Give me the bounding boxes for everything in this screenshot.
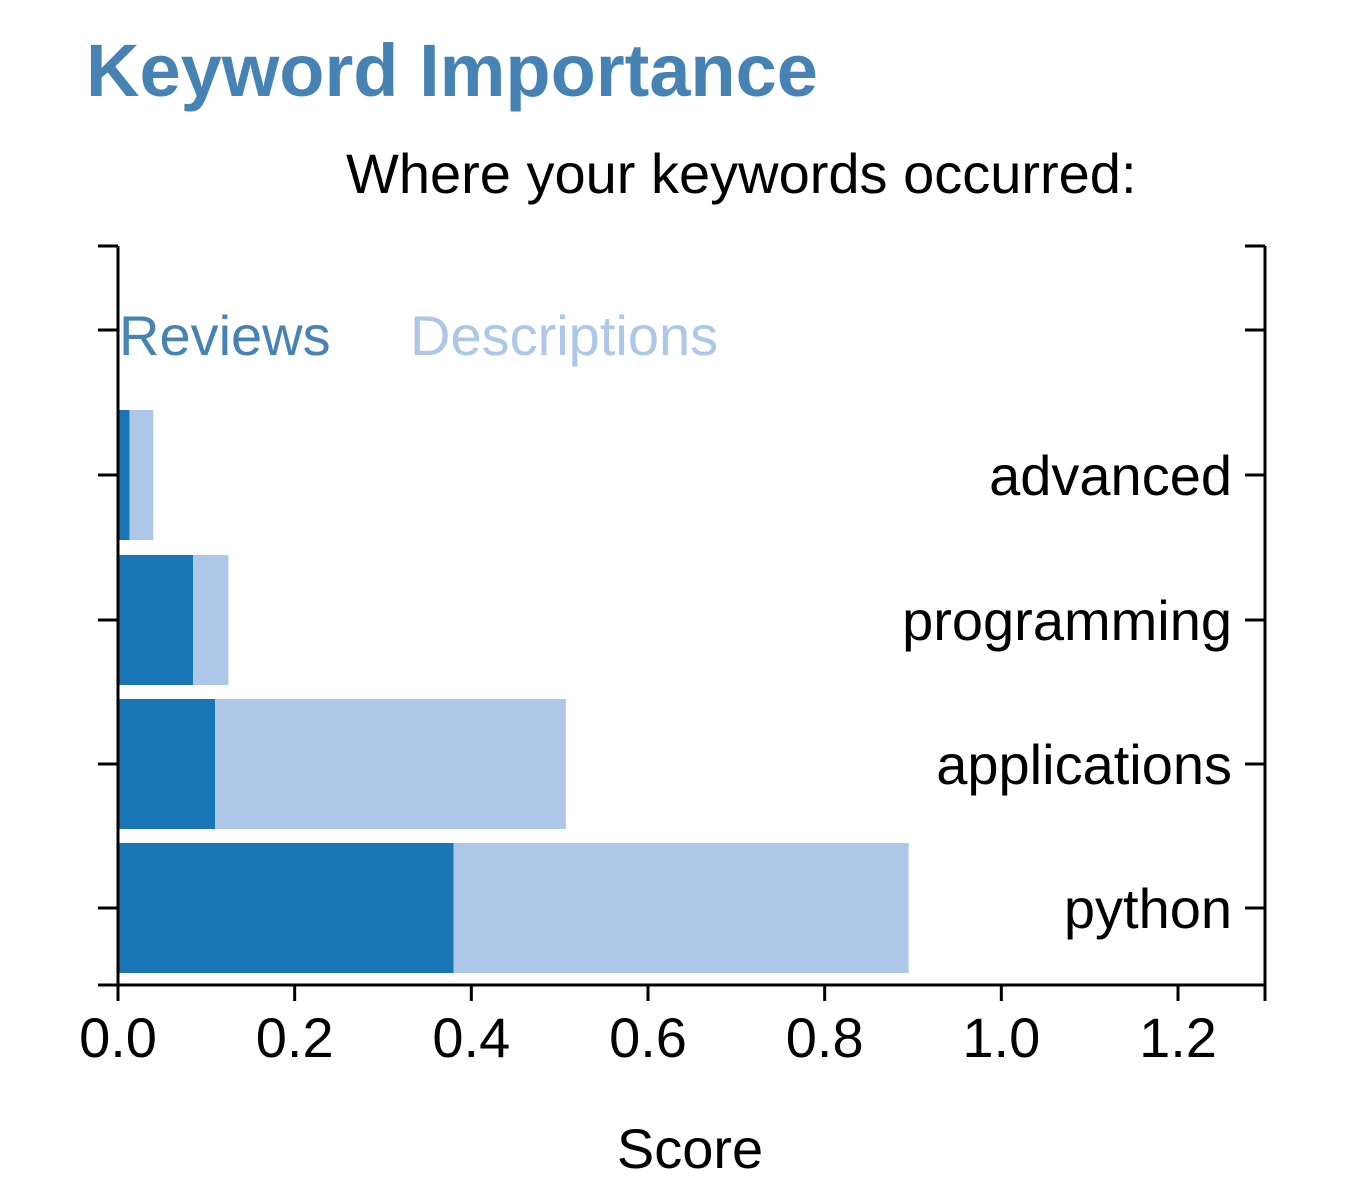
bar-programming-reviews bbox=[118, 555, 194, 685]
x-tick-label: 1.0 bbox=[962, 1006, 1040, 1069]
legend-entry-descriptions: Descriptions bbox=[410, 304, 718, 367]
x-tick-label: 0.6 bbox=[609, 1006, 687, 1069]
x-tick-label: 0.4 bbox=[432, 1006, 510, 1069]
y-tick-label-programming: programming bbox=[902, 589, 1232, 652]
x-tick-label: 0.0 bbox=[79, 1006, 157, 1069]
bar-advanced-reviews bbox=[118, 410, 130, 540]
x-tick-label: 0.2 bbox=[256, 1006, 334, 1069]
chart-title: Keyword Importance bbox=[86, 29, 818, 112]
chart-subtitle: Where your keywords occurred: bbox=[346, 142, 1137, 205]
bar-programming-descriptions bbox=[193, 555, 229, 685]
y-tick-label-python: python bbox=[1064, 877, 1232, 940]
bar-applications-descriptions bbox=[215, 699, 566, 829]
bar-python-descriptions bbox=[453, 843, 909, 973]
x-axis-label: Score bbox=[617, 1117, 763, 1180]
legend-entry-reviews: Reviews bbox=[119, 304, 331, 367]
bar-applications-reviews bbox=[118, 699, 216, 829]
y-tick-label-applications: applications bbox=[936, 733, 1232, 796]
plot-area: python applications programming advanced 0.0… bbox=[79, 244, 1267, 1069]
x-tick-label: 0.8 bbox=[786, 1006, 864, 1069]
bar-advanced-descriptions bbox=[129, 410, 154, 540]
y-tick-label-advanced: advanced bbox=[989, 444, 1232, 507]
bar-python-reviews bbox=[118, 843, 454, 973]
x-tick-label: 1.2 bbox=[1139, 1006, 1217, 1069]
